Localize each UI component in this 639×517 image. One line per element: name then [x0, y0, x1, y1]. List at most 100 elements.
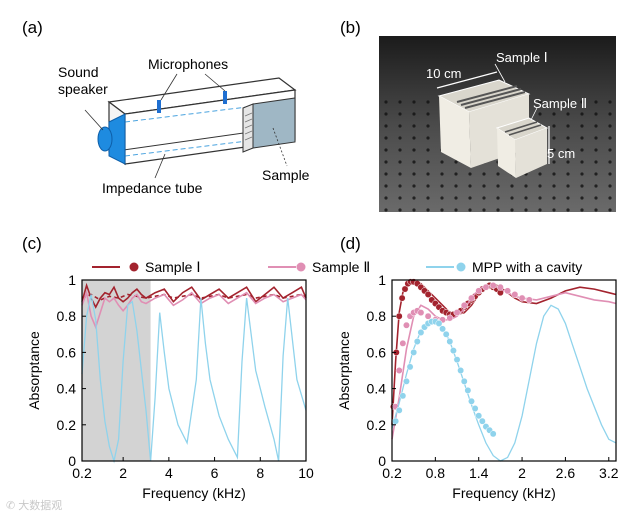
chart-c-ytick-label-3: 0.6: [57, 344, 77, 360]
chart-c-xtick-label-4: 8: [256, 465, 264, 481]
speaker-body: [97, 126, 113, 152]
chart-d-ytick-label-3: 0.6: [367, 344, 387, 360]
chart-d-series-1-point-4: [401, 285, 409, 293]
chart-d-series-5-point-2: [399, 392, 407, 400]
panel-b-label: (b): [340, 18, 361, 37]
chart-d-series-3-point-14: [468, 294, 475, 302]
legend-sample-1-text: Sample Ⅰ: [145, 259, 201, 275]
chart-d-xtick-label-0: 0.2: [382, 465, 402, 481]
chart-d-series-5-point-7: [417, 329, 425, 336]
legend-sample-2-marker: [296, 262, 306, 272]
chart-c-frame: [81, 279, 307, 462]
chart-c-xtick-label-2: 4: [165, 465, 173, 481]
legend-mpp-text: MPP with a cavity: [472, 259, 582, 275]
chart-d-ytick-label-5: 1: [378, 272, 386, 288]
sample-2-right-face: [515, 128, 547, 178]
mic-leader-1: [160, 73, 178, 101]
microphone-1: [157, 100, 161, 113]
photo-dim-5cm: 5 cm: [547, 146, 576, 161]
speaker-leader: [84, 109, 104, 131]
chart-d-series-1-point-3: [398, 294, 406, 302]
chart-d-series-3-point-20: [511, 291, 519, 298]
tube-leader: [154, 153, 166, 179]
chart-d-series-3-point-15: [475, 287, 483, 295]
chart-d-series-0-line: [391, 279, 617, 425]
legend-mpp-marker: [456, 262, 466, 272]
chart-d-xtick-label-2: 1.4: [469, 465, 489, 481]
impedance-tube-diagram: [84, 73, 297, 179]
chart-c-ytick-label-4: 0.8: [57, 308, 77, 324]
chart-d-xtick-label-5: 3.2: [599, 465, 619, 481]
chart-d-series-5-point-21: [468, 397, 475, 405]
sound-speaker-label: Sound speaker: [58, 64, 108, 98]
microphones-label: Microphones: [148, 56, 229, 72]
photo-sample-1-label: Sample Ⅰ: [496, 50, 548, 65]
chart-d-series-1-point-2: [395, 312, 403, 320]
microphone-2: [223, 91, 227, 104]
chart-d-series-5-point-6: [413, 338, 421, 345]
chart-c-xtick-label-0: 0.2: [72, 465, 92, 481]
chart-d-series-5-point-23: [475, 412, 483, 420]
mic-leader-2: [204, 73, 226, 92]
sound-speaker-label-line1: Sound: [58, 64, 99, 80]
chart-d-series-1-point-11: [424, 291, 432, 298]
chart-d-ytick-label-1: 0.2: [367, 417, 387, 433]
chart-d-series-3-point-7: [417, 309, 425, 317]
tube-inner-dash-bottom: [124, 139, 256, 157]
chart-d-series-5-point-1: [395, 406, 403, 414]
legend: Sample Ⅰ Sample Ⅱ MPP with a cavity: [92, 259, 582, 275]
chart-d-series-3-point-11: [446, 314, 454, 322]
chart-d-series-5-point-18: [457, 367, 465, 374]
photo-dim-10cm: 10 cm: [426, 66, 462, 81]
chart-d-ytick-label-4: 0.8: [367, 308, 387, 324]
panel-c-label: (c): [22, 234, 42, 253]
chart-c-series-3-line: [81, 294, 307, 464]
chart-d-series-5-point-16: [449, 347, 457, 355]
chart-d-series-5-point-14: [442, 330, 450, 338]
chart-d-series-5-point-27: [489, 430, 497, 438]
chart-d-series-3-point-21: [518, 294, 526, 302]
chart-d-ytick-label-0: 0: [378, 453, 386, 469]
chart-c-ytick-label-2: 0.4: [57, 381, 77, 397]
chart-c-xtick-label-3: 6: [211, 465, 219, 481]
chart-d-series-3-point-18: [496, 283, 504, 291]
chart-d-xtick-label-3: 2: [518, 465, 526, 481]
chart-d-series-5-point-24: [478, 417, 486, 425]
sample-label: Sample: [262, 167, 310, 183]
sound-speaker-label-line2: speaker: [58, 81, 108, 97]
chart-d-series-5-point-5: [410, 348, 418, 356]
chart-d-series-3-point-3: [403, 321, 410, 329]
chart-d-series-5-point-22: [471, 405, 479, 412]
chart-d-series-5-point-15: [446, 338, 454, 345]
chart-c-ytick-label-5: 1: [68, 272, 76, 288]
chart-d-series-3-point-2: [399, 339, 407, 347]
sample-2-left-face: [497, 128, 516, 178]
chart-c-ytick-label-0: 0: [68, 453, 76, 469]
photo-sample-2-label: Sample Ⅱ: [533, 96, 588, 111]
sample-2-leader: [530, 107, 538, 121]
chart-c-ylabel: Absorptance: [26, 331, 42, 410]
chart-c-xtick-label-5: 10: [298, 465, 314, 481]
chart-d-ylabel: Absorptance: [336, 331, 352, 410]
legend-sample-1-marker: [129, 262, 139, 272]
watermark: ✆ 大数据观: [6, 500, 63, 512]
chart-d-series-5-point-12: [435, 319, 443, 327]
chart-d-series-2-line: [391, 284, 617, 440]
tube-inner-dash-top: [124, 105, 256, 123]
chart-d-frame: [391, 279, 617, 462]
chart-c-series-2-line: [81, 289, 307, 330]
chart-d-xtick-label-1: 0.8: [426, 465, 446, 481]
chart-c-ytick-label-1: 0.2: [57, 417, 77, 433]
panel-d-label: (d): [340, 234, 361, 253]
chart-d-xtick-label-4: 2.6: [556, 465, 576, 481]
chart-d-ytick-label-2: 0.4: [367, 381, 387, 397]
chart-d-series-3-point-19: [504, 287, 512, 295]
chart-d-series-5-point-20: [464, 386, 472, 394]
samples-photo: [379, 36, 616, 212]
panel-a-label: (a): [22, 18, 43, 37]
chart-d-series-5-point-4: [406, 363, 414, 371]
sample-1-left-face: [439, 96, 471, 168]
chart-d-series-3-point-1: [395, 367, 403, 374]
chart-d-series-5-point-13: [439, 325, 447, 333]
